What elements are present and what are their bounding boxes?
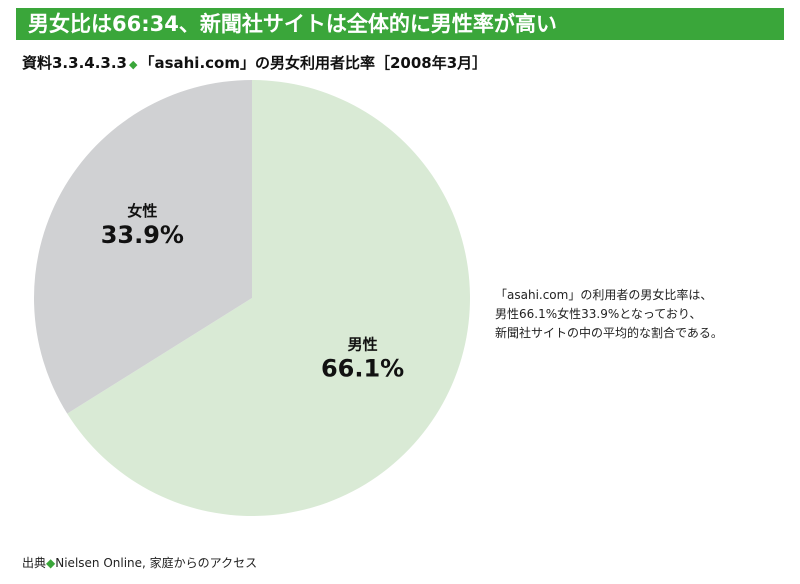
chart-subtitle: 資料3.3.4.3.3 ◆ 「asahi.com」の男女利用者比率［2008年3月］	[22, 52, 487, 73]
source-credit: 出典◆Nielsen Online, 家庭からのアクセス	[22, 554, 257, 571]
source-prefix: 出典	[22, 556, 47, 570]
annotation-line: 男性66.1%女性33.9%となっており、	[495, 307, 702, 321]
chart-annotation: 「asahi.com」の利用者の男女比率は、 男性66.1%女性33.9%となっ…	[495, 286, 723, 343]
chart-title: 「asahi.com」の男女利用者比率［2008年3月］	[139, 54, 488, 72]
chart-banner-title: 男女比は66:34、新聞社サイトは全体的に男性率が高い	[16, 8, 784, 40]
pie-slice-0	[67, 80, 470, 516]
diamond-icon: ◆	[46, 556, 56, 570]
annotation-line: 新聞社サイトの中の平均的な割合である。	[495, 326, 723, 340]
diamond-icon: ◆	[128, 58, 138, 71]
slice-value-label: 66.1%	[321, 354, 404, 382]
source-text: Nielsen Online, 家庭からのアクセス	[55, 556, 258, 570]
figure-number: 資料3.3.4.3.3	[22, 54, 127, 72]
slice-value-label: 33.9%	[101, 221, 184, 249]
slice-category-label: 男性	[348, 335, 378, 353]
pie-slice-1	[34, 80, 252, 414]
annotation-line: 「asahi.com」の利用者の男女比率は、	[495, 288, 713, 302]
slice-category-label: 女性	[127, 202, 157, 220]
